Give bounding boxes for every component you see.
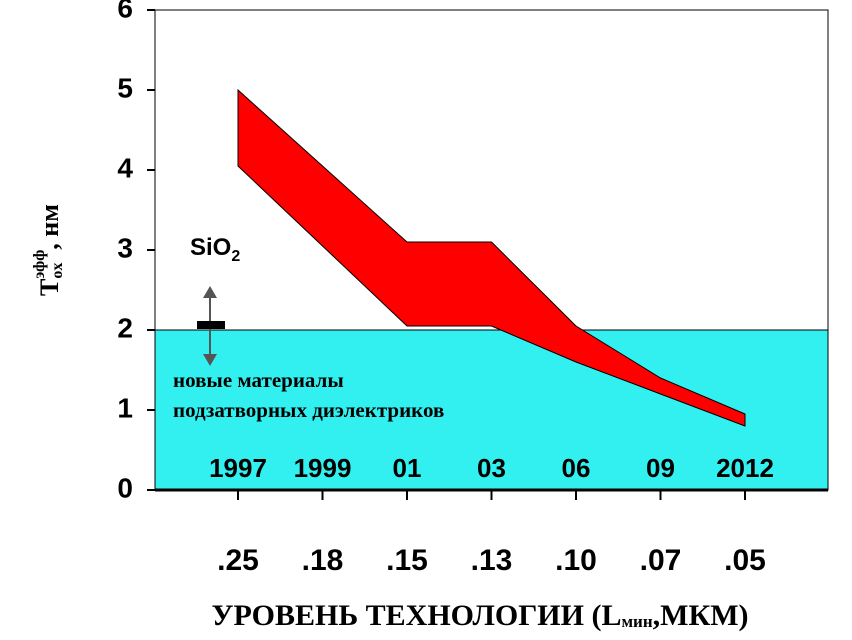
y-tick-label: 0: [117, 472, 133, 503]
band: [237, 88, 746, 427]
x-tick-label: .13: [471, 544, 513, 577]
label-sup: эфф: [31, 250, 48, 279]
x-tick-label: .07: [640, 544, 682, 577]
label-sub: ox: [49, 263, 66, 279]
annotation: новые материалы: [173, 368, 344, 392]
y-tick-label: 3: [117, 232, 133, 263]
y-tick-label: 2: [117, 312, 133, 343]
label-text: , нм: [35, 204, 64, 250]
year-label: 2012: [716, 453, 774, 483]
x-tick-label: .18: [302, 544, 344, 577]
year-label: 1999: [294, 453, 352, 483]
y-tick-label: 4: [117, 152, 133, 183]
year-label: 03: [477, 453, 506, 483]
x-tick-label: .15: [386, 544, 428, 577]
annotation: подзатворных диэлектриков: [173, 398, 444, 422]
year-label: 09: [646, 453, 675, 483]
y-axis-label: Toxэфф, нм: [31, 204, 66, 296]
y-tick-label: 6: [117, 0, 133, 23]
label-text: T: [35, 279, 64, 296]
x-tick-label: .25: [217, 544, 259, 577]
label-sub: мин: [621, 612, 652, 631]
annotation-text: SiO: [190, 234, 231, 261]
label-text: ,МКМ): [653, 599, 749, 632]
year-label: 01: [393, 453, 422, 483]
x-axis-label: УРОВЕНЬ ТЕХНОЛОГИИ (Lмин,МКМ): [211, 599, 748, 632]
label-text: УРОВЕНЬ ТЕХНОЛОГИИ (L: [211, 599, 621, 632]
x-tick-label: .05: [724, 544, 766, 577]
y-tick-label: 1: [117, 392, 133, 423]
annotation-sub: 2: [231, 248, 240, 265]
year-label: 1997: [209, 453, 267, 483]
double-arrow: [197, 286, 225, 366]
y-tick-label: 5: [117, 72, 133, 103]
x-tick-label: .10: [555, 544, 597, 577]
year-label: 06: [562, 453, 591, 483]
annotation-sio2: SiO2: [190, 234, 240, 265]
